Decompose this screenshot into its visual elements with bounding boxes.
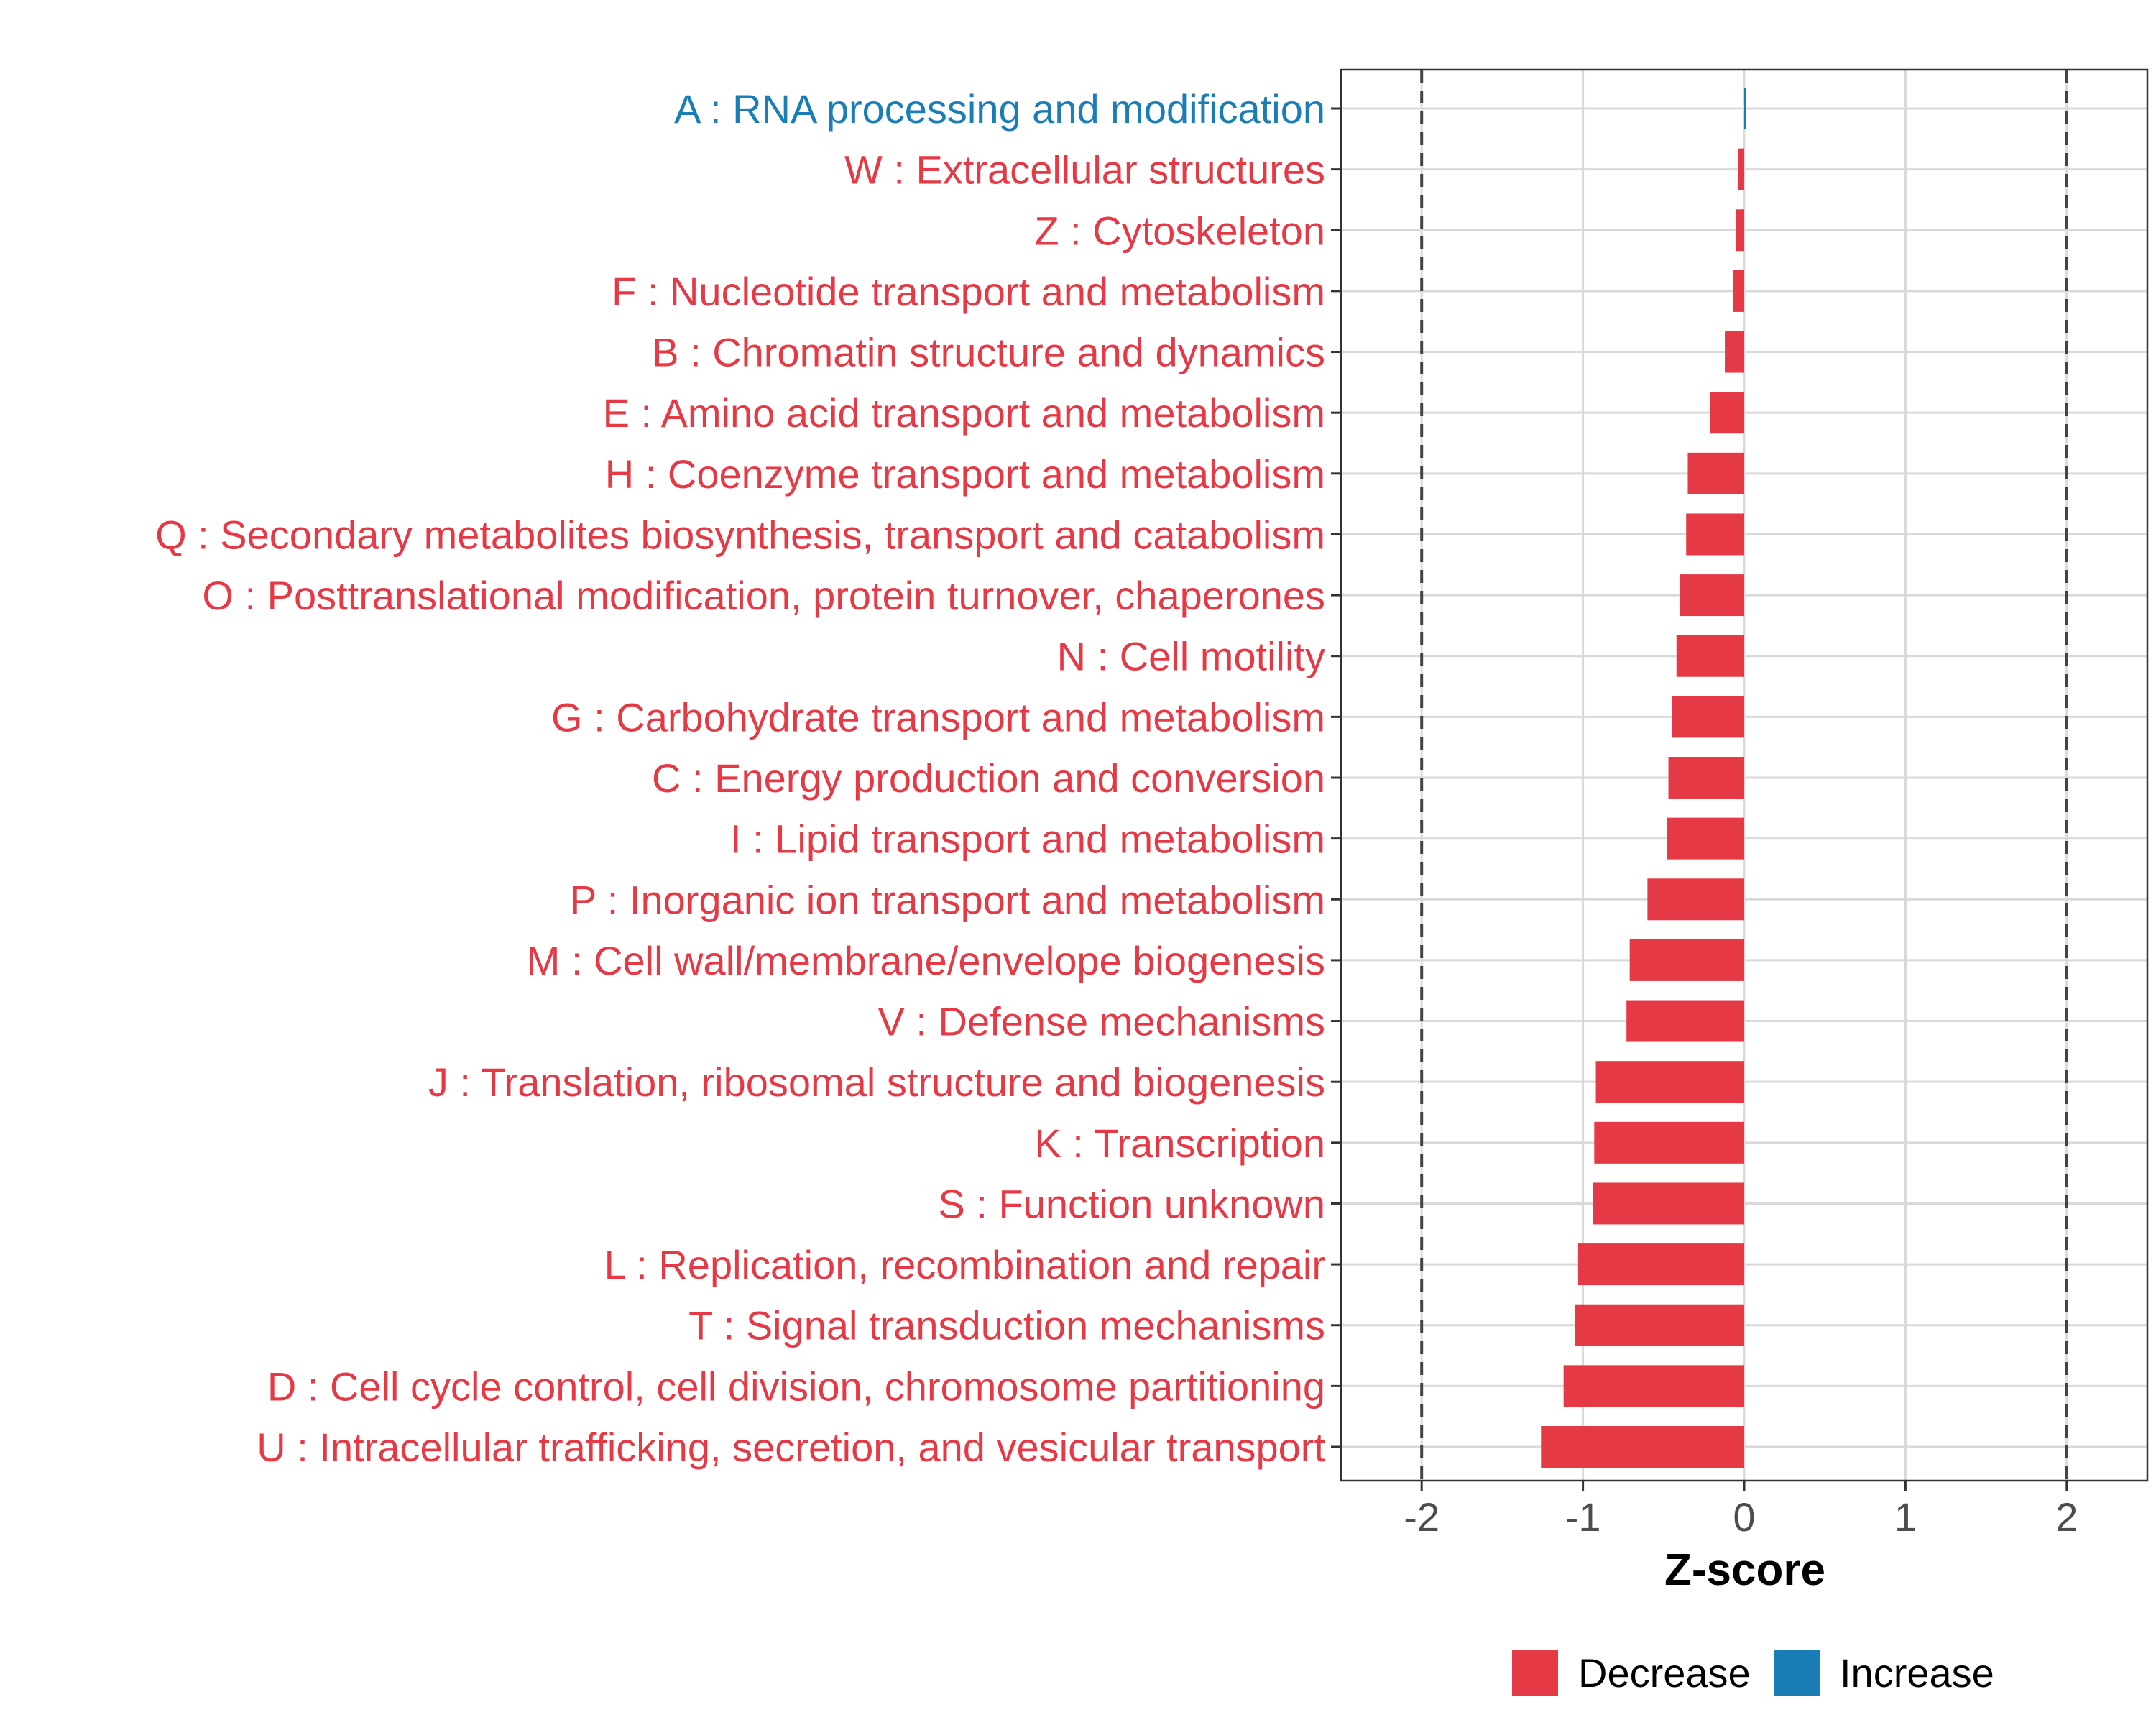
bar	[1686, 513, 1744, 556]
bar	[1595, 1061, 1744, 1103]
x-tick-label: -1	[1565, 1494, 1601, 1540]
bar	[1647, 878, 1744, 921]
category-label: L : Replication, recombination and repai…	[604, 1242, 1325, 1287]
bar	[1577, 1243, 1744, 1286]
category-label: W : Extracellular structures	[844, 147, 1325, 193]
category-label: S : Function unknown	[938, 1181, 1325, 1226]
bar	[1738, 148, 1744, 190]
x-tick-label: -2	[1404, 1494, 1439, 1540]
bar	[1626, 1000, 1744, 1042]
x-tick-label: 0	[1733, 1494, 1755, 1540]
category-label: C : Energy production and conversion	[652, 755, 1325, 801]
category-label: A : RNA processing and modification	[674, 86, 1325, 132]
bar	[1736, 209, 1744, 252]
category-label: N : Cell motility	[1057, 634, 1325, 679]
threshold-layer	[1420, 70, 2068, 1481]
bar	[1668, 757, 1744, 799]
bar	[1593, 1182, 1744, 1225]
category-label: H : Coenzyme transport and metabolism	[605, 451, 1325, 497]
bar	[1725, 331, 1744, 373]
y-axis-ticks: A : RNA processing and modification W : E…	[155, 86, 1341, 1470]
bar	[1541, 1426, 1744, 1468]
category-label: V : Defense mechanisms	[878, 999, 1325, 1044]
x-tick-label: 2	[2055, 1494, 2078, 1540]
category-label: O : Posttranslational modification, prot…	[202, 573, 1325, 618]
bar-layer	[1541, 88, 1746, 1468]
bar	[1680, 574, 1744, 617]
bar	[1575, 1304, 1744, 1346]
legend-label-increase: Increase	[1840, 1650, 1994, 1696]
category-label: Z : Cytoskeleton	[1034, 208, 1325, 253]
category-label: F : Nucleotide transport and metabolism	[612, 269, 1325, 314]
legend-swatch-decrease	[1512, 1650, 1558, 1696]
x-axis-ticks: -2 -1 0 1 2	[1404, 1481, 2078, 1540]
bar	[1733, 270, 1744, 312]
category-label: J : Translation, ribosomal structure and…	[428, 1059, 1325, 1105]
category-label: D : Cell cycle control, cell division, c…	[267, 1363, 1325, 1409]
legend: Decrease Increase	[1512, 1650, 1994, 1696]
legend-swatch-increase	[1774, 1650, 1820, 1696]
x-axis-title: Z-score	[1664, 1545, 1825, 1595]
bar	[1672, 696, 1744, 738]
category-label: K : Transcription	[1034, 1121, 1325, 1166]
category-label: T : Signal transduction mechanisms	[688, 1303, 1325, 1348]
category-label: B : Chromatin structure and dynamics	[652, 330, 1325, 375]
x-tick-label: 1	[1894, 1494, 1917, 1540]
bar	[1667, 817, 1744, 860]
bar	[1687, 452, 1744, 494]
bar	[1676, 635, 1744, 677]
category-label: I : Lipid transport and metabolism	[730, 816, 1325, 862]
bar	[1563, 1365, 1744, 1407]
category-label: P : Inorganic ion transport and metaboli…	[570, 877, 1325, 922]
bar	[1629, 939, 1744, 981]
bar	[1744, 88, 1746, 129]
category-label: G : Carbohydrate transport and metabolis…	[551, 694, 1325, 740]
bar	[1710, 392, 1744, 434]
category-label: Q : Secondary metabolites biosynthesis, …	[155, 512, 1325, 557]
category-label: E : Amino acid transport and metabolism	[603, 390, 1325, 436]
legend-label-decrease: Decrease	[1578, 1650, 1751, 1696]
bar	[1594, 1121, 1744, 1164]
category-label: U : Intracellular trafficking, secretion…	[257, 1425, 1325, 1470]
category-label: M : Cell wall/membrane/envelope biogenes…	[527, 938, 1325, 983]
